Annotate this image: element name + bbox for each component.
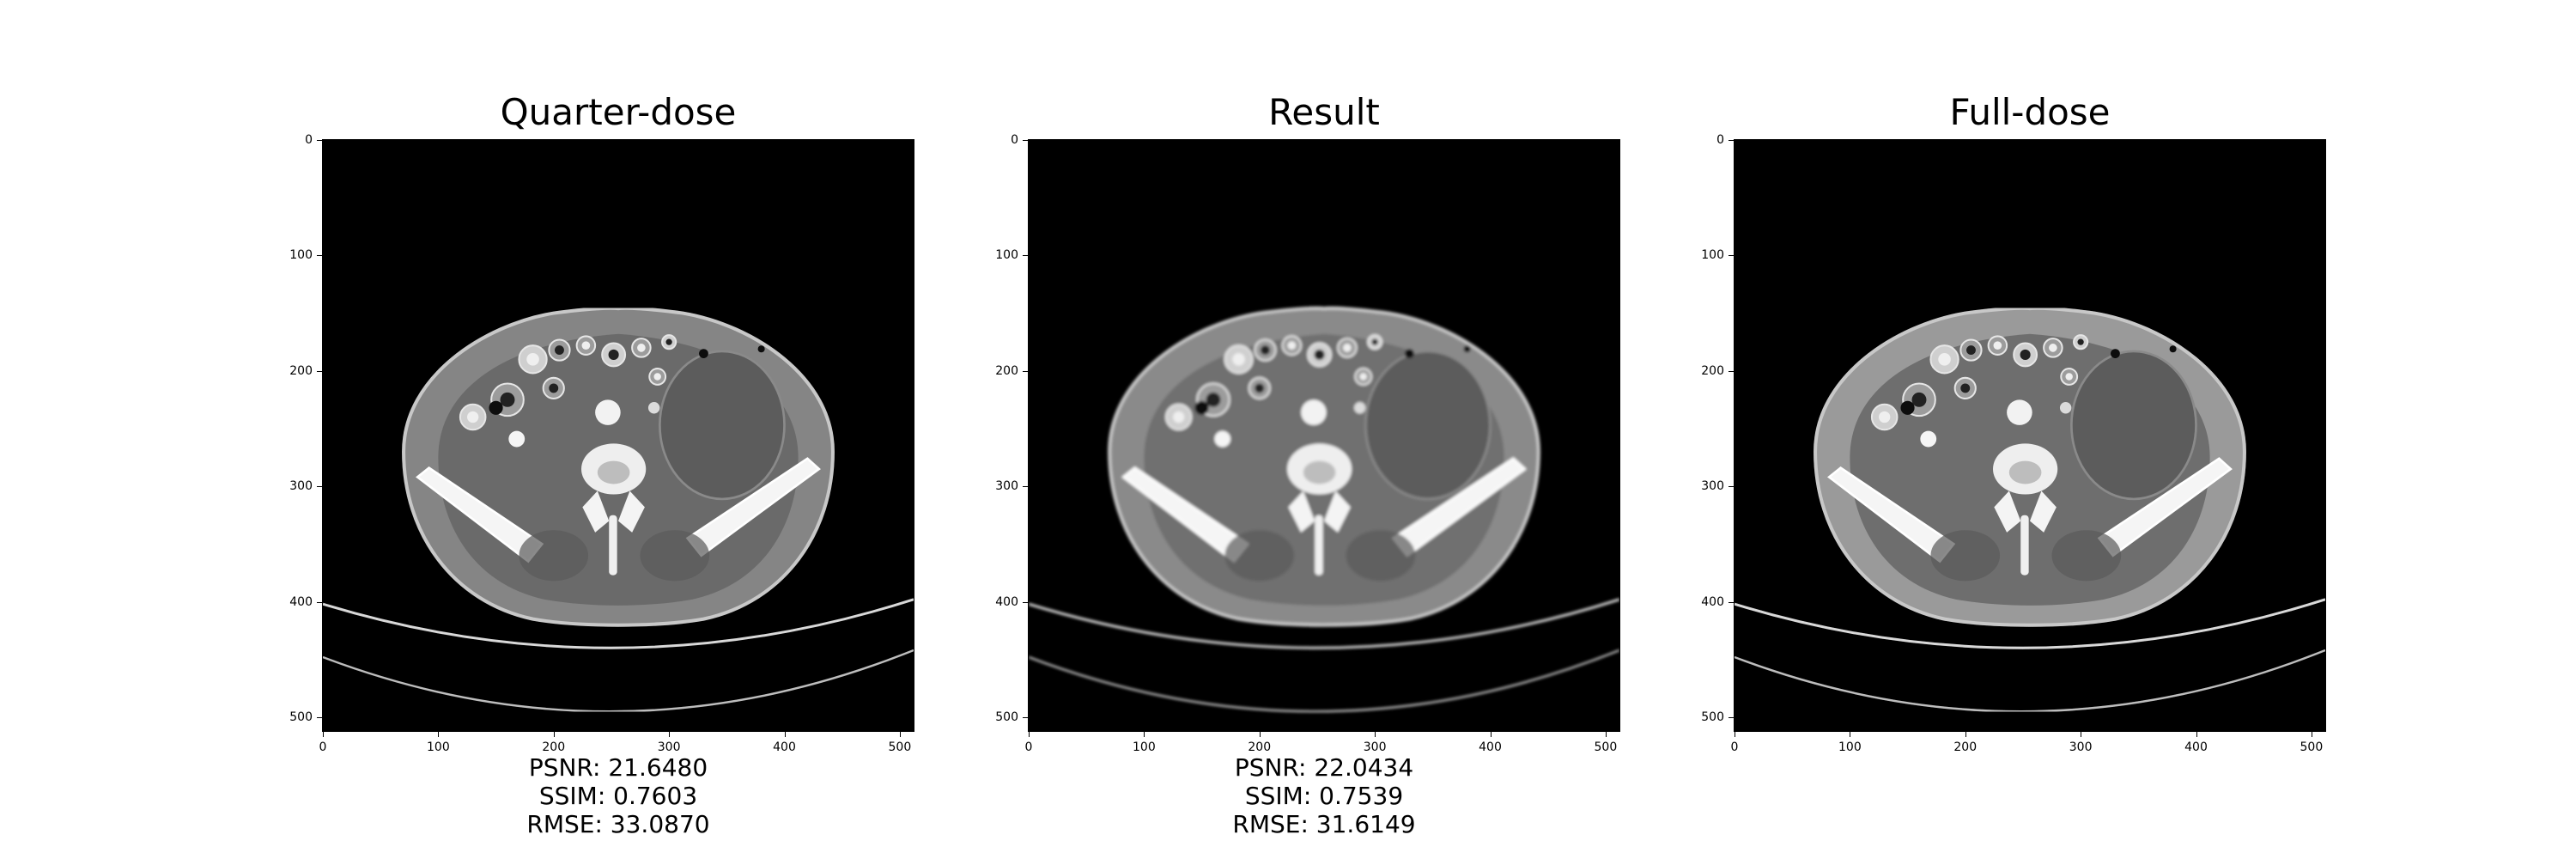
x-tick-mark [1029, 731, 1030, 737]
image-frame [1734, 139, 2326, 732]
y-tick-label: 100 [1701, 248, 1724, 263]
y-tick-mark [317, 255, 323, 257]
ct-scan-image [1735, 306, 2325, 713]
y-tick-mark [1023, 140, 1029, 141]
x-tick-mark [553, 731, 555, 737]
x-tick-mark [1375, 731, 1376, 737]
x-tick-mark [1490, 731, 1492, 737]
x-tick-label: 0 [319, 740, 327, 754]
y-tick-label: 500 [1701, 710, 1724, 724]
metrics-block: PSNR: 22.0434 SSIM: 0.7539 RMSE: 31.6149 [1029, 753, 1619, 838]
x-tick-label: 400 [1479, 740, 1502, 754]
y-tick-label: 400 [289, 594, 313, 609]
metric-line: RMSE: 33.0870 [526, 810, 710, 838]
x-tick-label: 400 [773, 740, 796, 754]
y-tick-label: 200 [289, 363, 313, 378]
y-tick-mark [1023, 716, 1029, 718]
x-tick-mark [2196, 731, 2197, 737]
x-tick-label: 200 [1248, 740, 1272, 754]
y-tick-label: 200 [995, 363, 1018, 378]
x-tick-mark [1965, 731, 1966, 737]
x-tick-label: 300 [1363, 740, 1387, 754]
x-tick-mark [1605, 731, 1607, 737]
metric-line: SSIM: 0.7603 [538, 782, 698, 810]
y-tick-mark [317, 716, 323, 718]
x-tick-label: 0 [1730, 740, 1739, 754]
y-tick-mark [317, 370, 323, 372]
panel-title: Quarter-dose [500, 91, 737, 133]
x-tick-mark [784, 731, 786, 737]
y-tick-label: 400 [995, 594, 1018, 609]
y-tick-mark [1023, 601, 1029, 603]
y-tick-mark [317, 601, 323, 603]
panel-result: Result 0 100 200 300 400 500 0 100 200 300 400 500 PS… [938, 0, 1710, 859]
y-tick-label: 200 [1701, 363, 1724, 378]
y-tick-mark [1023, 370, 1029, 372]
panel-full-dose: Full-dose 0 100 200 300 400 500 0 100 200 300 400 50… [1643, 0, 2416, 859]
x-tick-mark [1144, 731, 1145, 737]
metric-line: RMSE: 31.6149 [1232, 810, 1416, 838]
y-tick-label: 0 [1716, 133, 1724, 147]
y-tick-label: 300 [289, 479, 313, 494]
y-tick-label: 500 [289, 710, 313, 724]
metrics-block: PSNR: 21.6480 SSIM: 0.7603 RMSE: 33.0870 [323, 753, 914, 838]
x-tick-label: 100 [1838, 740, 1862, 754]
y-tick-mark [1728, 370, 1735, 372]
metric-line: PSNR: 21.6480 [528, 753, 708, 782]
panel-quarter-dose: Quarter-dose 0 100 200 300 400 500 0 100 200 300 40… [232, 0, 1005, 859]
x-tick-label: 500 [1594, 740, 1618, 754]
y-tick-mark [1728, 601, 1735, 603]
y-tick-mark [317, 140, 323, 141]
y-tick-label: 0 [305, 133, 313, 147]
y-tick-mark [1023, 486, 1029, 488]
y-tick-mark [1728, 486, 1735, 488]
x-tick-label: 200 [1953, 740, 1978, 754]
y-tick-label: 500 [995, 710, 1018, 724]
x-tick-label: 500 [2300, 740, 2324, 754]
x-tick-label: 500 [888, 740, 912, 754]
ct-scan-image [323, 306, 914, 713]
x-tick-label: 0 [1024, 740, 1033, 754]
panel-title: Result [1268, 91, 1380, 133]
y-tick-mark [1023, 255, 1029, 257]
x-tick-mark [899, 731, 901, 737]
x-tick-mark [669, 731, 671, 737]
ct-scan-image [1029, 306, 1619, 713]
x-tick-label: 100 [1133, 740, 1156, 754]
metric-line: PSNR: 22.0434 [1234, 753, 1414, 782]
x-tick-label: 100 [427, 740, 450, 754]
x-tick-label: 200 [542, 740, 566, 754]
x-tick-label: 400 [2184, 740, 2208, 754]
y-tick-mark [317, 486, 323, 488]
x-tick-label: 300 [657, 740, 681, 754]
panel-title: Full-dose [1949, 91, 2111, 133]
x-tick-mark [438, 731, 440, 737]
y-tick-label: 100 [995, 248, 1018, 263]
image-frame [1028, 139, 1620, 732]
metric-line: SSIM: 0.7539 [1244, 782, 1404, 810]
y-tick-mark [1728, 255, 1735, 257]
y-tick-mark [1728, 716, 1735, 718]
y-tick-label: 300 [1701, 479, 1724, 494]
y-tick-label: 300 [995, 479, 1018, 494]
x-tick-mark [323, 731, 324, 737]
y-tick-label: 400 [1701, 594, 1724, 609]
y-tick-mark [1728, 140, 1735, 141]
y-tick-label: 0 [1011, 133, 1018, 147]
y-tick-label: 100 [289, 248, 313, 263]
x-tick-mark [1259, 731, 1261, 737]
x-tick-label: 300 [2069, 740, 2093, 754]
image-frame [322, 139, 914, 732]
